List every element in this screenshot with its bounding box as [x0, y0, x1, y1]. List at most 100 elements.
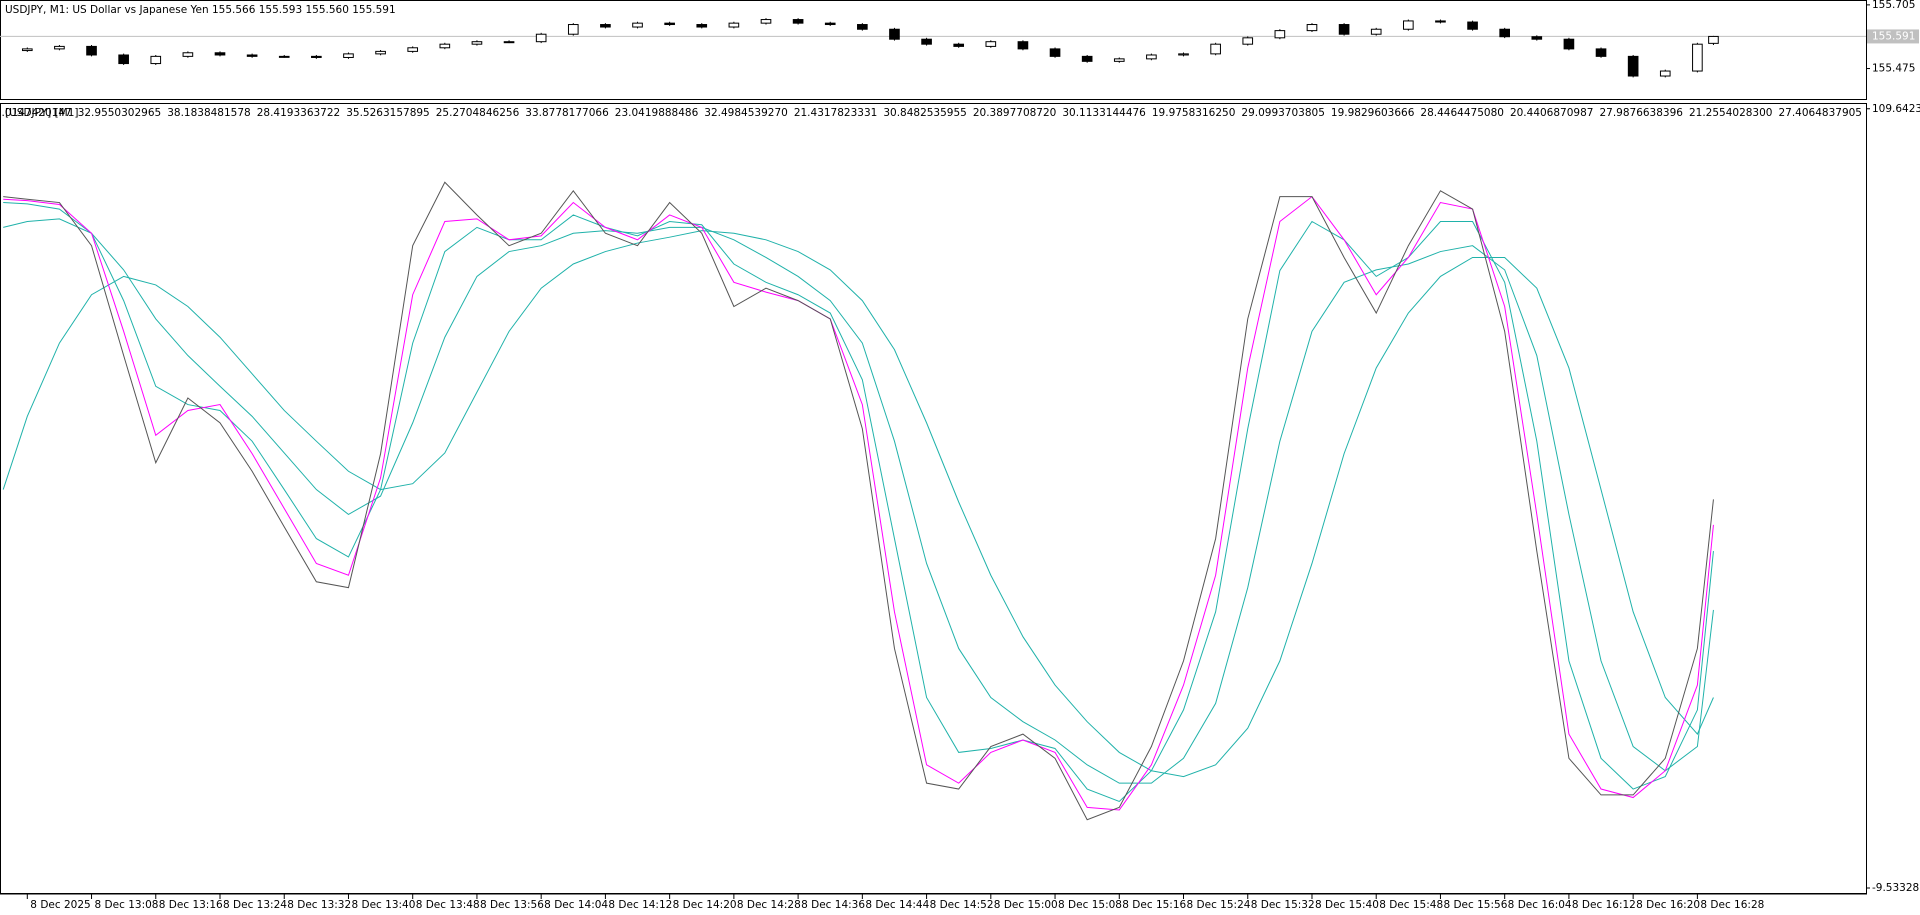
candle-body	[54, 45, 65, 50]
indicator-value: 19.9829603666	[1331, 107, 1415, 119]
indicator-value: 29.0993703805	[1241, 107, 1325, 119]
indicator-value: 42.0147420147	[0, 107, 72, 119]
indicator-line	[3, 195, 1714, 811]
axes	[0, 4, 1919, 899]
x-tick-label: 8 Dec 15:32	[1251, 899, 1315, 911]
candle-body	[214, 52, 226, 56]
candle-body	[792, 19, 804, 24]
indicator-value: 28.4464475080	[1420, 107, 1504, 119]
candle-body	[985, 41, 997, 47]
candle-body	[567, 24, 579, 35]
candle-body	[1338, 24, 1350, 35]
indicator-value: 30.8482535955	[883, 107, 967, 119]
x-tick-label: 8 Dec 13:56	[480, 899, 544, 911]
indicator-value: 20.3897708720	[973, 107, 1057, 119]
indicator-line	[3, 181, 1714, 821]
y-tick-label: -9.5332832	[1872, 882, 1920, 894]
candle-body	[118, 54, 129, 65]
candle-body	[1370, 28, 1382, 35]
x-tick-label: 8 Dec 13:40	[351, 899, 415, 911]
candle-body	[1595, 48, 1607, 57]
x-tick-label: 8 Dec 15:48	[1379, 899, 1443, 911]
candle-body	[246, 54, 258, 57]
candle-body	[471, 41, 483, 45]
candle-body	[1435, 20, 1446, 23]
x-tick-label: 8 Dec 14:12	[608, 899, 672, 911]
indicator-value: 27.4064837905	[1778, 107, 1862, 119]
candle-body	[182, 52, 194, 57]
candle-body	[760, 19, 772, 24]
candle-body	[503, 41, 515, 44]
x-tick-label: 8 Dec 15:00	[994, 899, 1058, 911]
indicator-value: 23.0419888486	[615, 107, 699, 119]
candle-body	[1178, 53, 1189, 56]
x-tick-label: 8 Dec 15:24	[1187, 899, 1251, 911]
indicator-value: 21.2554028300	[1689, 107, 1773, 119]
indicator-value: 32.9550302965	[78, 107, 162, 119]
candle-body	[824, 22, 836, 26]
x-tick-label: 8 Dec 16:20	[1636, 899, 1700, 911]
candle-body	[1081, 55, 1093, 62]
indicator-value: 28.4193363722	[257, 107, 341, 119]
candle-body	[1531, 36, 1543, 40]
candle-body	[1403, 20, 1414, 30]
x-tick-label: 8 Dec 13:48	[416, 899, 480, 911]
indicator-value: 33.8778177066	[525, 107, 609, 119]
candle-body	[1274, 30, 1286, 39]
candle-body	[1563, 38, 1575, 50]
candle-body	[278, 55, 290, 58]
candle-body	[1499, 28, 1511, 38]
candle-body	[1708, 35, 1719, 44]
candle-body	[407, 47, 419, 52]
indicator-value: 38.1838481578	[167, 107, 251, 119]
x-tick-label: 8 Dec 14:20	[673, 899, 737, 911]
candle-body	[150, 55, 162, 65]
x-tick-label: 8 Dec 15:08	[1058, 899, 1122, 911]
x-tick-label: 8 Dec 15:56	[1443, 899, 1507, 911]
x-tick-label: 8 Dec 14:04	[544, 899, 608, 911]
candle-body	[1627, 55, 1639, 77]
candle-body	[1049, 48, 1061, 57]
indicator-value: 25.2704846256	[436, 107, 520, 119]
candle-body	[311, 55, 322, 58]
candle-body	[632, 22, 643, 28]
indicator-value: 21.4317823331	[794, 107, 878, 119]
marks	[2, 18, 1719, 821]
chart-title: USDJPY, M1: US Dollar vs Japanese Yen 15…	[5, 4, 396, 16]
candle-body	[953, 43, 965, 47]
candle-body	[857, 24, 868, 30]
x-tick-label: 8 Dec 2025	[30, 899, 90, 911]
indicator-value: 20.4406870987	[1510, 107, 1594, 119]
y-tick-label: 109.642389	[1872, 103, 1920, 115]
candle-body	[1017, 41, 1029, 50]
x-tick-label: 8 Dec 13:24	[223, 899, 287, 911]
y-tick-label: 155.705	[1872, 0, 1915, 11]
x-tick-label: 8 Dec 14:28	[737, 899, 801, 911]
price-line-box	[1867, 29, 1919, 44]
x-tick-label: 8 Dec 14:52	[930, 899, 994, 911]
x-tick-label: 8 Dec 15:40	[1315, 899, 1379, 911]
price-line-label: 155.591	[1872, 30, 1915, 42]
x-tick-label: 8 Dec 16:04	[1508, 899, 1572, 911]
candle-body	[21, 48, 33, 52]
indicator-line	[3, 202, 1714, 803]
x-tick-label: 8 Dec 13:32	[287, 899, 351, 911]
x-tick-label: 8 Dec 13:08	[95, 899, 159, 911]
candle-body	[1659, 70, 1671, 77]
indicator-line	[3, 218, 1714, 784]
y-tick-label: 155.475	[1872, 63, 1915, 75]
candle-body	[600, 24, 611, 28]
candle-body	[343, 53, 354, 58]
candle-body	[921, 38, 932, 45]
candle-body	[696, 24, 708, 28]
candle-body	[1113, 58, 1125, 62]
indicator-value: 30.1133144476	[1062, 107, 1146, 119]
x-tick-label: 8 Dec 15:16	[1122, 899, 1186, 911]
candle-body	[1242, 37, 1254, 45]
candle-body	[1146, 54, 1157, 60]
candle-body	[375, 50, 386, 55]
price-pane	[0, 0, 1867, 100]
